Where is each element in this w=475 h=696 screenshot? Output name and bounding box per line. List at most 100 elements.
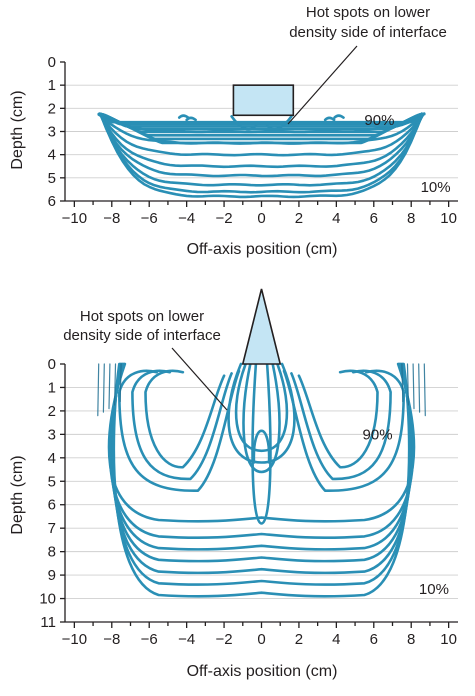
x-tick-label: −10: [62, 631, 87, 648]
bottom-x-tick-labels: −10 −8 −6 −4 −2 0 2 4 6 8 10: [62, 631, 457, 648]
hot-spot-curve: [234, 362, 289, 453]
x-tick-label: 4: [332, 210, 340, 227]
top-hot-spot-annotation-line1: Hot spots on lower: [306, 4, 430, 21]
bottom-y-axis-label: Depth (cm): [9, 455, 26, 534]
hot-spot-curve: [265, 115, 293, 131]
hot-spot-curve: [251, 362, 272, 525]
isodose-fragment: [177, 114, 190, 119]
isodose-lobe: [282, 369, 405, 493]
bottom-y-tick-labels: 0 1 2 3 4 5 6 7 8 9 10 11: [39, 356, 56, 631]
isodose-fragment: [333, 114, 345, 119]
isodose-lobe: [144, 369, 226, 469]
y-tick-label: 9: [48, 567, 56, 584]
y-tick-label: 10: [39, 591, 56, 608]
x-tick-label: 0: [257, 210, 265, 227]
isodose-lobe: [118, 369, 241, 493]
isodose-curve: [100, 112, 423, 199]
top-90-percent-label: 90%: [364, 112, 394, 129]
edge-isodose-line: [102, 363, 105, 413]
x-tick-label: −4: [178, 210, 195, 227]
x-tick-label: −2: [216, 631, 233, 648]
bottom-axes: [60, 363, 458, 628]
y-tick-label: 0: [48, 54, 56, 71]
edge-isodose-line: [114, 363, 117, 406]
edge-isodose-line: [406, 363, 409, 406]
bottom-90-percent-label: 90%: [363, 426, 393, 443]
top-10-percent-label: 10%: [421, 179, 451, 196]
edge-isodose-line: [401, 363, 404, 403]
x-tick-label: 8: [407, 210, 415, 227]
edge-isodose-line: [418, 363, 421, 413]
x-tick-label: −4: [178, 631, 195, 648]
top-x-axis-label: Off-axis position (cm): [187, 241, 338, 258]
edge-isodose-line: [97, 363, 100, 417]
y-tick-label: 0: [48, 356, 56, 373]
x-tick-label: 6: [370, 631, 378, 648]
y-tick-label: 3: [48, 426, 56, 443]
top-y-tick-labels: 0 1 2 3 4 5 6: [48, 54, 56, 210]
y-tick-label: 2: [48, 100, 56, 117]
x-tick-label: 10: [440, 210, 457, 227]
x-tick-label: 2: [295, 210, 303, 227]
top-rectangular-inhomogeneity: [232, 84, 295, 117]
isodose-fragment: [323, 116, 336, 122]
bottom-triangular-inhomogeneity: [241, 288, 282, 365]
y-tick-label: 3: [48, 124, 56, 141]
y-tick-label: 1: [48, 379, 56, 396]
edge-isodose-line: [412, 363, 415, 410]
isodose-curve: [111, 362, 412, 575]
isodose-curve: [112, 362, 411, 598]
edge-isodose-line: [423, 363, 426, 417]
bottom-x-axis-label: Off-axis position (cm): [187, 663, 338, 680]
y-tick-label: 8: [48, 544, 56, 561]
y-tick-label: 6: [48, 497, 56, 514]
bottom-hot-spot-annotation-line2: density side of interface: [63, 327, 221, 344]
bottom-annotation-leader-line: [171, 347, 228, 411]
y-tick-label: 4: [48, 450, 56, 467]
x-tick-label: 8: [407, 631, 415, 648]
x-tick-label: 2: [295, 631, 303, 648]
top-hot-spot-annotation-line2: density side of interface: [289, 24, 447, 41]
isodose-lobe: [290, 369, 392, 481]
isodose-fragment: [185, 116, 197, 122]
x-tick-label: −2: [216, 210, 233, 227]
x-tick-label: −8: [103, 210, 120, 227]
top-isodose-panel: 0 1 2 3 4 5 6 −10 −8 −6 −4 −2 0 2 4 6 8 10 Off-axis posi…: [9, 4, 458, 258]
bottom-isodose-contours: [97, 362, 426, 598]
isodose-lobe: [131, 369, 233, 481]
bottom-isodose-panel: 0 1 2 3 4 5 6 7 8 9 10 11 −10 −8 −6 −4 −2 0 2 4 6 8 10 Off-ax…: [9, 288, 458, 680]
x-tick-label: 10: [440, 631, 457, 648]
hot-spot-curve: [242, 362, 281, 474]
y-tick-label: 6: [48, 193, 56, 210]
x-tick-label: −8: [103, 631, 120, 648]
edge-isodose-line: [119, 363, 122, 403]
edge-isodose-line: [108, 363, 111, 410]
x-tick-label: −6: [141, 210, 158, 227]
hot-spot-curve: [227, 362, 296, 464]
top-annotation-leader-line: [287, 45, 358, 125]
bottom-hot-spot-annotation-line1: Hot spots on lower: [80, 308, 204, 325]
isodose-curve: [109, 362, 414, 551]
top-isodose-contours: [97, 112, 426, 199]
isodose-lobe: [297, 369, 379, 469]
x-tick-label: 6: [370, 210, 378, 227]
bottom-10-percent-label: 10%: [419, 581, 449, 598]
y-tick-label: 4: [48, 147, 56, 164]
top-axes: [60, 61, 458, 207]
x-tick-label: 4: [332, 631, 340, 648]
top-x-tick-labels: −10 −8 −6 −4 −2 0 2 4 6 8 10: [62, 210, 457, 227]
y-tick-label: 11: [40, 614, 56, 631]
x-tick-label: −6: [141, 631, 158, 648]
hot-spot-curve: [230, 115, 258, 131]
top-y-axis-label: Depth (cm): [9, 90, 26, 169]
y-tick-label: 2: [48, 403, 56, 420]
hot-spot-curve: [252, 429, 271, 464]
y-tick-label: 5: [48, 170, 56, 187]
y-tick-label: 7: [48, 520, 56, 537]
y-tick-label: 1: [48, 77, 56, 94]
bottom-grid: [65, 387, 458, 599]
x-tick-label: 0: [257, 631, 265, 648]
y-tick-label: 5: [48, 473, 56, 490]
